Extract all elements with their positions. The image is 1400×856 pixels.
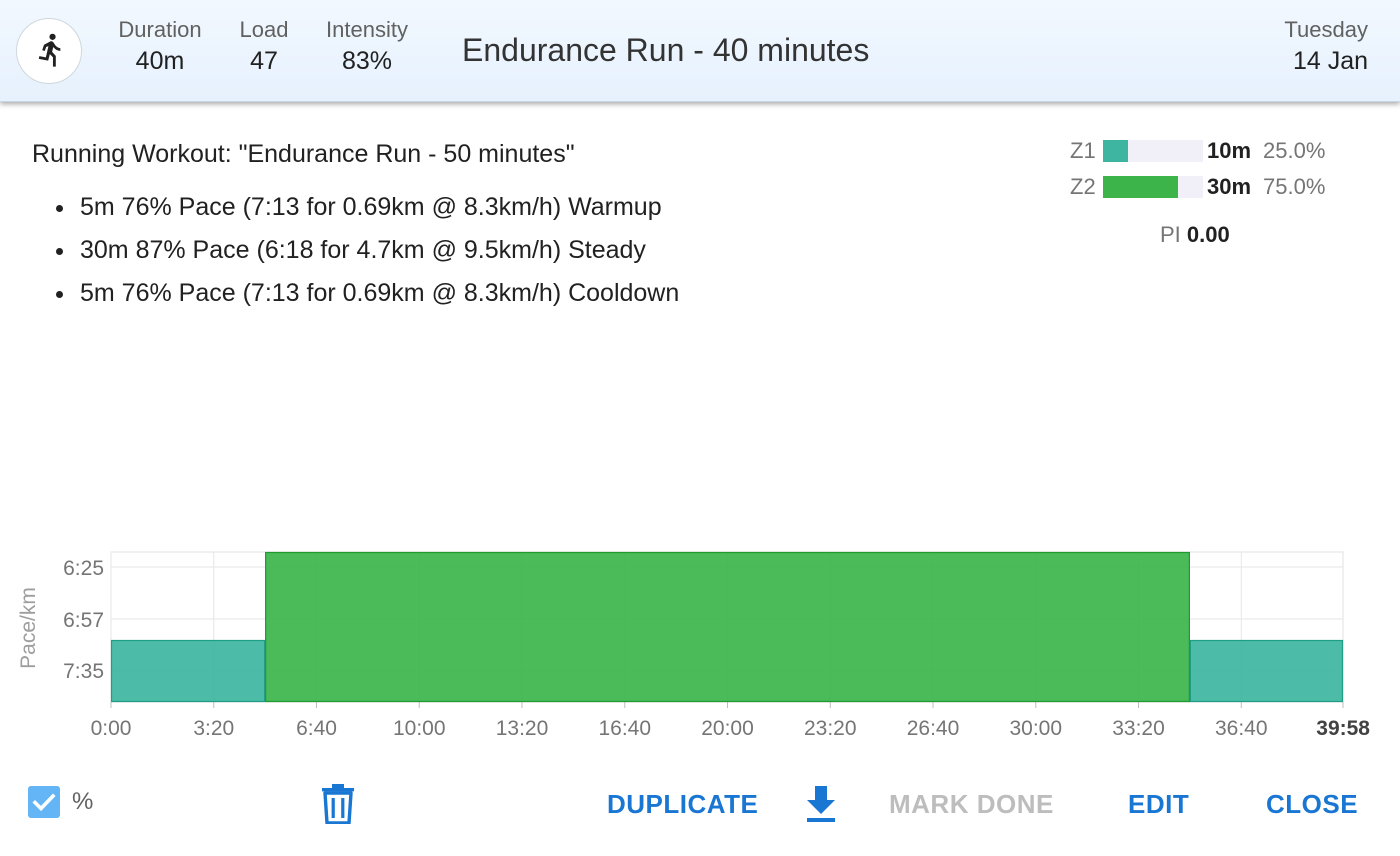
workout-chart: 6:25 6:57 7:35 0:00 3:20 6:40 10:00 13:20 16:40 2… [17, 551, 1370, 740]
duplicate-button[interactable]: DUPLICATE [607, 789, 759, 819]
x-tick-label: 0:00 [91, 717, 132, 740]
zone-name: Z2 [1070, 174, 1096, 199]
percent-checkbox-label: % [72, 788, 94, 815]
delete-button[interactable] [320, 784, 356, 829]
x-tick-label: 36:40 [1215, 717, 1268, 740]
stat-intensity: Intensity 83% [318, 16, 416, 78]
workout-description: Running Workout: "Endurance Run - 50 min… [32, 140, 575, 168]
zone-row-z2: Z2 30m 75.0% [1070, 174, 1390, 200]
stat-load: Load 47 [232, 16, 296, 78]
download-button[interactable] [804, 784, 838, 829]
x-tick-label: 20:00 [701, 717, 754, 740]
zone-bar-track [1103, 140, 1203, 162]
workout-step: 5m 76% Pace (7:13 for 0.69km @ 8.3km/h) … [50, 186, 679, 229]
x-tick-label: 10:00 [393, 717, 446, 740]
workout-step: 5m 76% Pace (7:13 for 0.69km @ 8.3km/h) … [50, 272, 679, 315]
pi-value: 0.00 [1186, 222, 1230, 247]
x-tick-label: 13:20 [496, 717, 549, 740]
y-tick-label: 7:35 [63, 660, 104, 683]
checkmark-icon [32, 793, 56, 812]
stat-value: 40m [135, 47, 185, 75]
y-tick-label: 6:57 [63, 609, 104, 632]
y-tick-label: 6:25 [63, 557, 104, 580]
zone-time: 10m [1207, 138, 1252, 163]
workout-steps: 5m 76% Pace (7:13 for 0.69km @ 8.3km/h) … [50, 186, 679, 315]
stat-value: 83% [341, 47, 393, 75]
trash-icon [322, 784, 354, 825]
x-tick-label: 3:20 [193, 717, 234, 740]
x-end-label: 39:58 [1316, 717, 1370, 740]
mark-done-button[interactable]: MARK DONE [889, 789, 1054, 819]
x-tick-label: 23:20 [804, 717, 857, 740]
stat-duration: Duration 40m [114, 16, 206, 78]
activity-avatar [16, 18, 82, 84]
x-tick-label: 26:40 [907, 717, 960, 740]
workout-step: 30m 87% Pace (6:18 for 4.7km @ 9.5km/h) … [50, 229, 679, 272]
zone-bar-track [1103, 176, 1203, 198]
x-tick-label: 6:40 [296, 717, 337, 740]
x-tick-label: 30:00 [1009, 717, 1062, 740]
running-person-icon [38, 33, 61, 67]
stat-label: Load [239, 17, 289, 42]
zone-row-z1: Z1 10m 25.0% [1070, 138, 1390, 164]
workout-segment [1189, 639, 1344, 703]
pi-stat: PI 0.00 [1160, 222, 1230, 248]
download-icon [807, 786, 835, 822]
date-value: 14 Jan [1292, 47, 1368, 75]
weekday-label: Tuesday [1284, 17, 1368, 42]
stat-value: 47 [250, 47, 278, 75]
zone-name: Z1 [1070, 138, 1096, 163]
zone-time: 30m [1207, 174, 1252, 199]
zone-bar-fill [1103, 140, 1128, 162]
zone-percent: 25.0% [1263, 138, 1326, 163]
x-tick-label: 33:20 [1112, 717, 1165, 740]
close-button[interactable]: CLOSE [1266, 789, 1359, 819]
workout-date: Tuesday 14 Jan [1284, 16, 1368, 78]
workout-title: Endurance Run - 40 minutes [462, 32, 870, 68]
workout-segment [265, 551, 1190, 703]
zone-bar-fill [1103, 176, 1178, 198]
x-tick-label: 16:40 [598, 717, 651, 740]
percent-checkbox[interactable] [28, 786, 60, 818]
stat-label: Duration [118, 17, 202, 42]
y-axis-label: Pace/km [17, 587, 40, 669]
workout-segment [110, 639, 266, 703]
stat-label: Intensity [326, 17, 408, 42]
pi-label: PI [1160, 222, 1181, 247]
workout-header: Duration 40m Load 47 Intensity 83% Endur… [0, 0, 1400, 102]
edit-button[interactable]: EDIT [1128, 789, 1190, 819]
zone-percent: 75.0% [1263, 174, 1326, 199]
